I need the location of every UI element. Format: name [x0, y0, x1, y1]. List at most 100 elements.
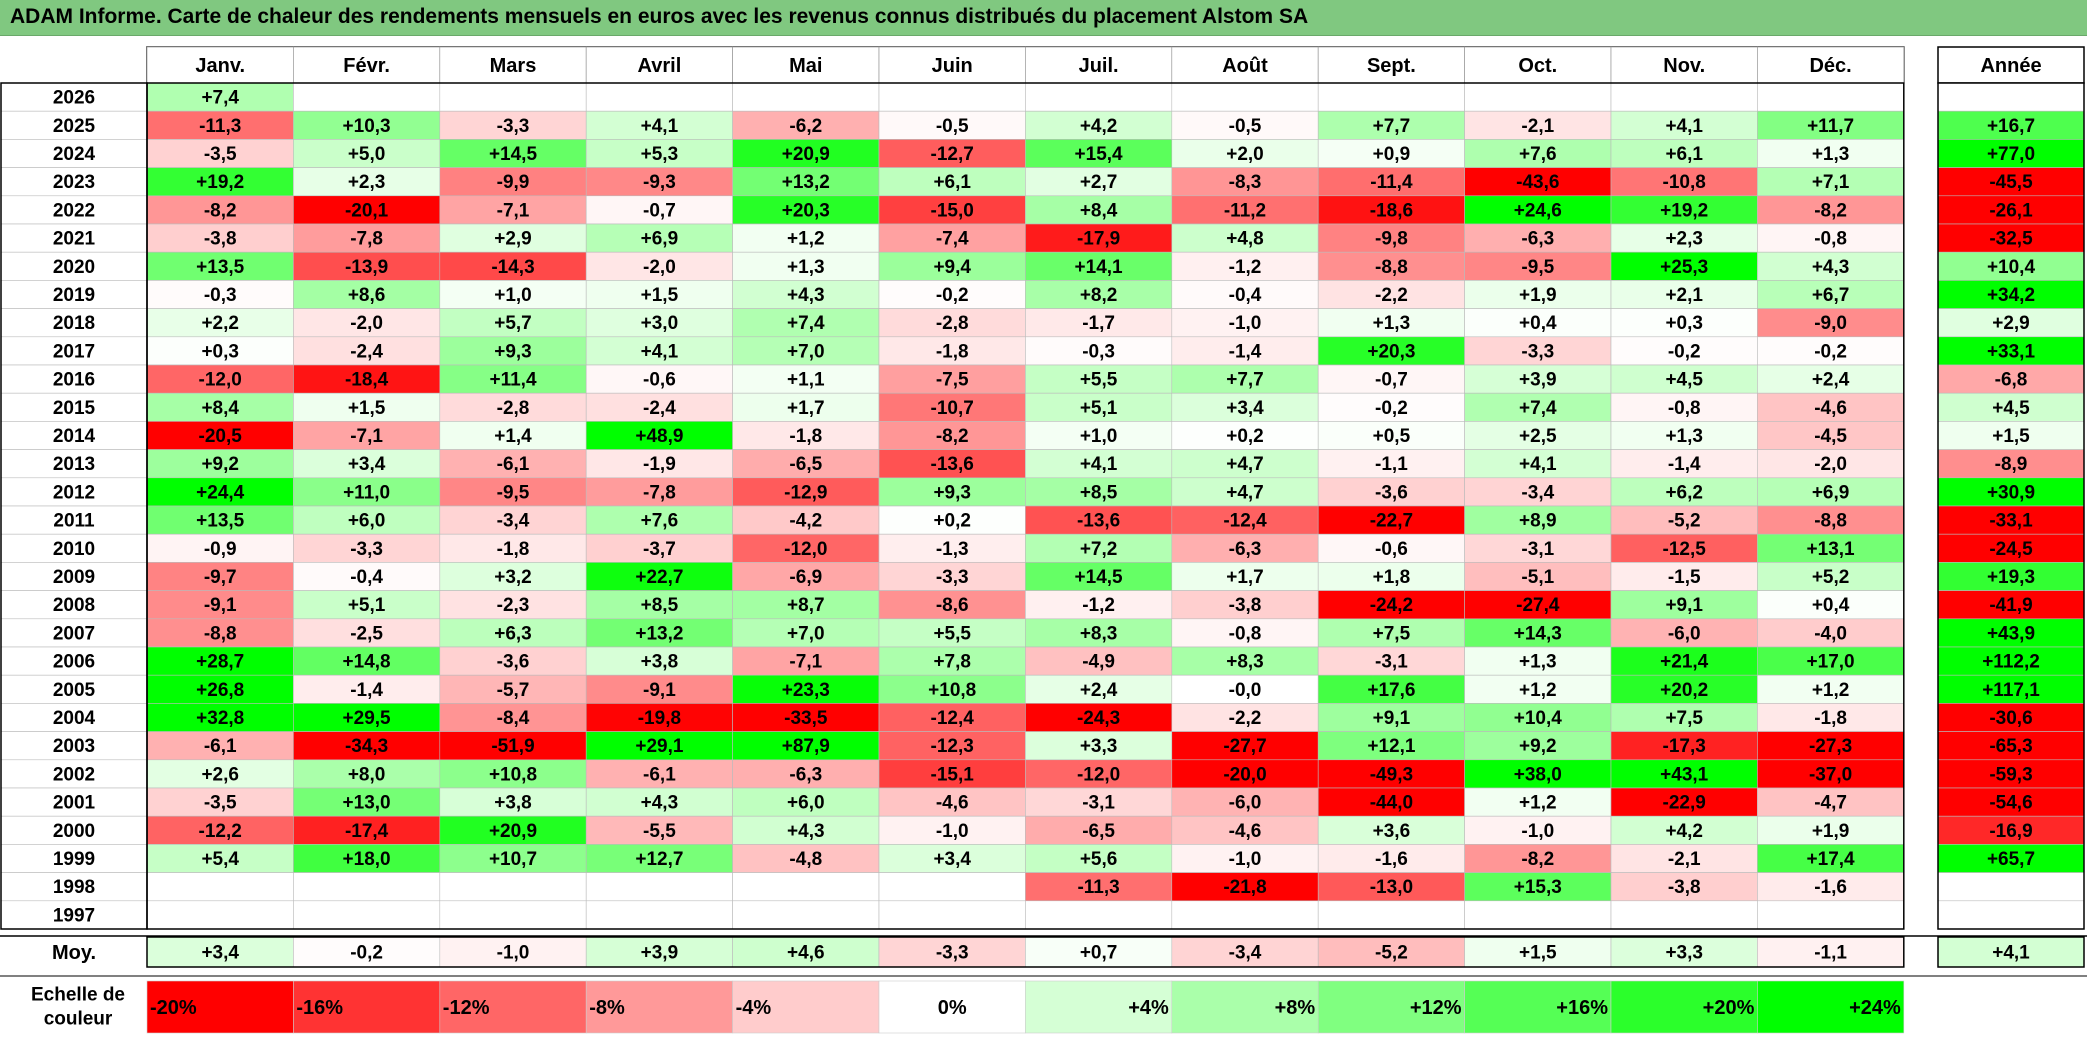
annual-cell	[1937, 872, 2085, 902]
heatmap-cell-value: -17,3	[1663, 736, 1706, 757]
year-label: 2011	[53, 511, 95, 532]
heatmap-cell	[1464, 195, 1612, 225]
heatmap-cell-value: -7,1	[789, 652, 822, 673]
heatmap-cell	[732, 731, 880, 761]
average-cell	[1610, 936, 1758, 968]
heatmap-cell-value: -8,8	[1814, 511, 1847, 532]
heatmap-cell-value: +1,3	[1373, 313, 1411, 334]
heatmap-cell-value: -8,2	[1521, 849, 1554, 870]
heatmap-cell-value: -0,6	[643, 370, 676, 391]
heatmap-cell-value: +17,4	[1807, 849, 1856, 870]
heatmap-cell	[1464, 364, 1612, 394]
year-cell	[0, 110, 148, 140]
heatmap-cell	[1464, 815, 1612, 845]
heatmap-cell-value: -9,8	[1375, 229, 1408, 250]
heatmap-cell	[1610, 392, 1758, 422]
heatmap-cell	[878, 421, 1026, 450]
heatmap-cell-value: +20,9	[489, 821, 537, 842]
heatmap-cell-value: +2,4	[1812, 370, 1850, 391]
heatmap-cell-value: +21,4	[1660, 652, 1709, 673]
heatmap-cell-value: +3,8	[494, 793, 532, 814]
annual-cell-value: +77,0	[1987, 144, 2035, 165]
heatmap-cell	[1317, 505, 1465, 535]
year-label: 2023	[53, 172, 95, 193]
heatmap-cell	[439, 110, 587, 140]
heatmap-cell-value: +2,6	[201, 764, 239, 785]
heatmap-cell-value: -7,1	[497, 200, 530, 221]
heatmap-cell-value: -7,8	[643, 482, 676, 503]
heatmap-cell	[1464, 872, 1612, 902]
heatmap-cell-value: +2,3	[348, 172, 386, 193]
heatmap-cell-value: +43,1	[1660, 764, 1709, 785]
heatmap-cell-value: +8,7	[787, 595, 825, 616]
heatmap-cell-value: +1,9	[1812, 821, 1850, 842]
month-header-cell	[585, 46, 733, 84]
heatmap-cell-value: -49,3	[1370, 764, 1413, 785]
average-cell-value: -1,0	[497, 943, 530, 964]
heatmap-cell-value: +1,3	[1519, 652, 1557, 673]
heatmap-cell	[439, 421, 587, 450]
heatmap-cell	[1757, 110, 1905, 140]
heatmap-cell-value: +29,5	[343, 708, 392, 729]
heatmap-cell	[878, 590, 1026, 620]
heatmap-cell-value: +6,0	[348, 511, 386, 532]
heatmap-cell	[585, 167, 733, 197]
heatmap-cell	[293, 872, 441, 902]
heatmap-cell	[1610, 364, 1758, 394]
year-cell	[0, 590, 148, 620]
heatmap-cell	[878, 392, 1026, 422]
heatmap-cell-value: -9,7	[204, 567, 237, 588]
heatmap-cell	[585, 900, 733, 930]
heatmap-cell-value: +7,6	[1519, 144, 1557, 165]
heatmap-cell-value: -1,6	[1814, 877, 1847, 898]
heatmap-cell	[878, 280, 1026, 309]
heatmap-cell-value: -6,2	[789, 116, 822, 137]
annual-cell	[1937, 477, 2085, 507]
heatmap-cell	[732, 505, 880, 535]
year-cell	[0, 505, 148, 535]
heatmap-cell	[1317, 872, 1465, 902]
heatmap-cell	[293, 82, 441, 112]
heatmap-cell-value: -6,3	[1521, 229, 1554, 250]
year-label: 2022	[53, 200, 95, 221]
heatmap-cell-value: -1,0	[1229, 849, 1262, 870]
heatmap-cell-value: +8,6	[348, 285, 386, 306]
scale-swatch	[1171, 980, 1319, 1034]
heatmap-cell-value: +4,2	[1665, 821, 1703, 842]
heatmap-cell-value: -9,5	[497, 482, 530, 503]
year-label: 1997	[53, 905, 95, 926]
heatmap-cell	[878, 505, 1026, 535]
heatmap-cell-value: -6,9	[789, 567, 822, 588]
heatmap-cell	[1317, 759, 1465, 789]
heatmap-cell-value: -3,3	[1521, 341, 1554, 362]
heatmap-cell-value: -12,0	[784, 539, 827, 560]
heatmap-cell-value: -3,1	[1521, 539, 1554, 560]
heatmap-cell	[1025, 364, 1173, 394]
heatmap-cell	[439, 505, 587, 535]
year-label: 2006	[53, 652, 95, 673]
heatmap-cell	[878, 449, 1026, 479]
year-label: 2010	[53, 539, 95, 560]
heatmap-cell-value: -3,4	[1521, 482, 1554, 503]
heatmap-cell	[1610, 646, 1758, 676]
heatmap-cell	[1757, 674, 1905, 704]
annual-cell-value: -24,5	[1989, 539, 2033, 560]
heatmap-cell-value: -8,8	[204, 623, 237, 644]
heatmap-cell	[1171, 618, 1319, 648]
heatmap-cell-value: +4,1	[641, 116, 679, 137]
heatmap-cell	[1610, 731, 1758, 761]
heatmap-cell-value: -11,2	[1224, 200, 1266, 221]
heatmap-cell-value: -9,0	[1814, 313, 1847, 334]
heatmap-cell	[146, 731, 294, 761]
heatmap-cell-value: +1,1	[787, 370, 825, 391]
annual-cell-value: +34,2	[1987, 285, 2035, 306]
average-cell-value: -3,3	[936, 943, 969, 964]
heatmap-cell-value: -12,5	[1663, 539, 1707, 560]
heatmap-cell-value: +8,4	[201, 398, 239, 419]
heatmap-cell	[146, 590, 294, 620]
heatmap-cell-value: -33,5	[784, 708, 828, 729]
heatmap-cell-value: +6,0	[787, 793, 825, 814]
heatmap-cell-value: +11,0	[343, 482, 390, 503]
year-label: 2005	[53, 680, 96, 701]
heatmap-cell-value: +5,5	[933, 623, 971, 644]
